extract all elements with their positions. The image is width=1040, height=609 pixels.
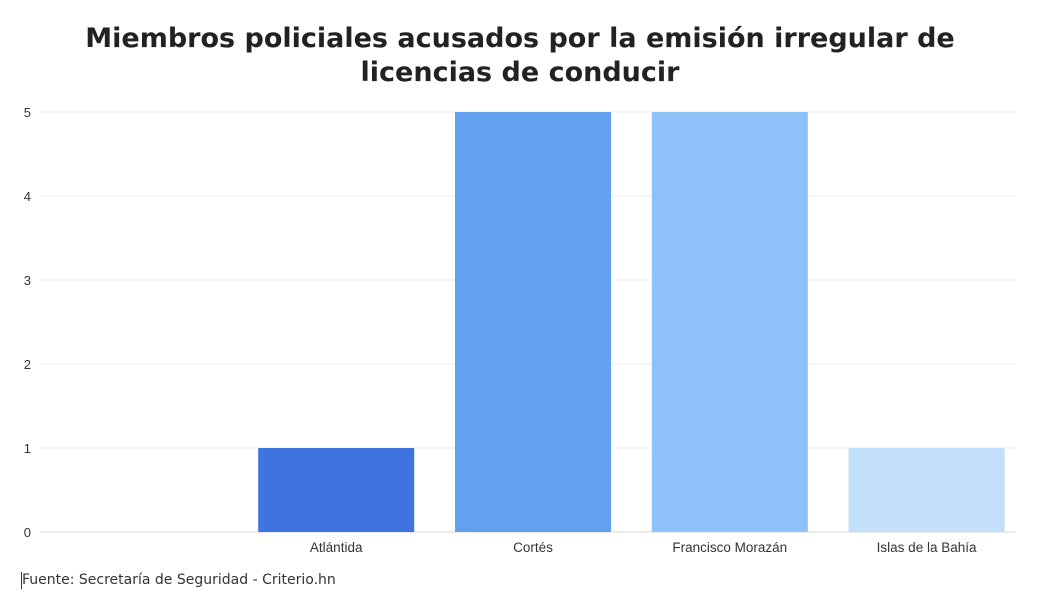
- bars: [258, 112, 1005, 532]
- bar-atlántida: [258, 448, 415, 532]
- bar-islas-de-la-bahía: [848, 448, 1005, 532]
- y-tick-label: 1: [24, 441, 31, 456]
- bar-cortés: [455, 112, 611, 532]
- y-tick-label: 3: [24, 273, 31, 288]
- y-tick-label: 0: [24, 525, 31, 540]
- x-tick-label: Francisco Morazán: [672, 540, 787, 555]
- chart-title: Miembros policiales acusados por la emis…: [85, 23, 955, 88]
- bar-francisco-morazán: [651, 112, 808, 532]
- axis-labels: 0 1 2 3 4 5 Atlántida Cortés Francisco Morazán Is…: [24, 105, 977, 555]
- x-tick-label: Islas de la Bahía: [877, 540, 977, 555]
- y-tick-label: 5: [24, 105, 31, 120]
- x-tick-label: Atlántida: [310, 540, 363, 555]
- y-tick-label: 2: [24, 357, 31, 372]
- source-note: Fuente: Secretaría de Seguridad - Criter…: [22, 572, 336, 588]
- text-cursor-mark: [21, 572, 22, 589]
- y-tick-label: 4: [24, 189, 31, 204]
- x-tick-label: Cortés: [513, 540, 553, 555]
